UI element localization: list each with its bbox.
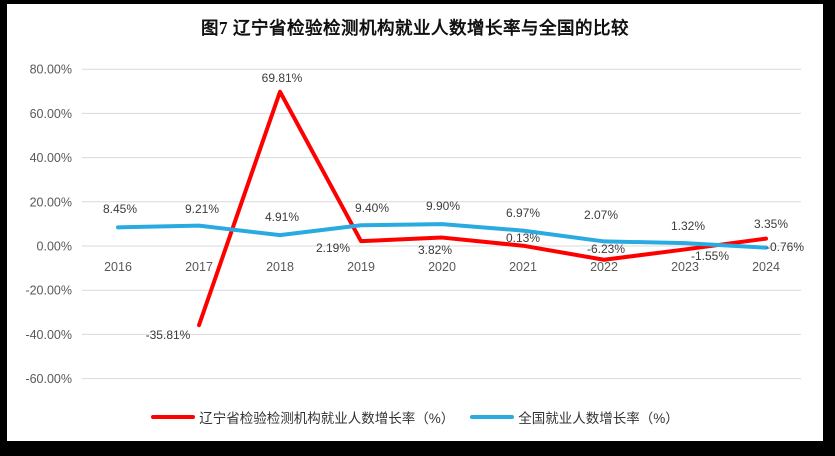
data-label-national-2023: 1.32% — [671, 219, 705, 233]
series-line-national — [116, 222, 768, 250]
y-axis-tick-label: 0.00% — [37, 240, 72, 254]
data-label-national-2020: 9.90% — [426, 199, 460, 213]
data-label-liaoning-2024: 3.35% — [754, 217, 788, 231]
chart-canvas: 图7 辽宁省检验检测机构就业人数增长率与全国的比较 80.00% 60.00% 40… — [7, 4, 823, 441]
x-axis-tick-label: 2019 — [347, 260, 375, 274]
x-axis-tick-label: 2023 — [671, 260, 699, 274]
data-label-liaoning-2021: 0.13% — [506, 231, 540, 245]
x-axis-tick-label: 2021 — [509, 260, 537, 274]
x-axis-tick-label: 2017 — [185, 260, 213, 274]
data-label-national-2024: -0.76% — [766, 240, 804, 254]
y-axis-tick-label: -40.00% — [25, 328, 72, 342]
data-label-national-2022: 2.07% — [584, 208, 618, 222]
data-label-national-2018: 4.91% — [265, 210, 299, 224]
chart-title: 图7 辽宁省检验检测机构就业人数增长率与全国的比较 — [200, 18, 630, 38]
x-axis-tick-label: 2018 — [266, 260, 294, 274]
y-axis-tick-label: 60.00% — [30, 107, 72, 121]
legend-label-national: 全国就业人数增长率（%） — [518, 411, 679, 426]
x-axis-tick-label: 2022 — [590, 260, 618, 274]
y-axis-tick-label: 80.00% — [30, 63, 72, 77]
data-label-national-2016: 8.45% — [103, 202, 137, 216]
data-label-national-2021: 6.97% — [506, 206, 540, 220]
data-label-national-2019: 9.40% — [355, 201, 389, 215]
y-axis-tick-label: 40.00% — [30, 151, 72, 165]
x-axis-tick-label: 2024 — [752, 260, 780, 274]
data-label-liaoning-2019: 2.19% — [316, 241, 350, 255]
data-label-liaoning-2017: -35.81% — [146, 328, 191, 342]
y-axis-tick-label: -20.00% — [25, 284, 72, 298]
data-label-liaoning-2023: -1.55% — [691, 249, 729, 263]
x-axis-tick-label: 2016 — [104, 260, 132, 274]
series-line-liaoning — [197, 89, 768, 328]
legend-item-national: 全国就业人数增长率（%） — [470, 407, 679, 427]
data-label-liaoning-2020: 3.82% — [418, 243, 452, 257]
legend-label-liaoning: 辽宁省检验检测机构就业人数增长率（%） — [199, 411, 455, 426]
y-axis-tick-label: -60.00% — [25, 372, 72, 386]
chart-plot: 80.00% 60.00% 40.00% 20.00% 0.00% -20.00% -40.… — [25, 63, 804, 386]
x-axis-tick-label: 2020 — [428, 260, 456, 274]
data-label-liaoning-2018: 69.81% — [262, 71, 303, 85]
chart-legend: 辽宁省检验检测机构就业人数增长率（%） 全国就业人数增长率（%） — [7, 407, 823, 427]
data-label-liaoning-2022: -6.23% — [587, 242, 625, 256]
legend-item-liaoning: 辽宁省检验检测机构就业人数增长率（%） — [151, 407, 454, 427]
y-axis-tick-label: 20.00% — [30, 195, 72, 209]
data-label-national-2017: 9.21% — [185, 202, 219, 216]
legend-line-swatch-red — [151, 415, 196, 419]
legend-line-swatch-blue — [470, 415, 515, 419]
